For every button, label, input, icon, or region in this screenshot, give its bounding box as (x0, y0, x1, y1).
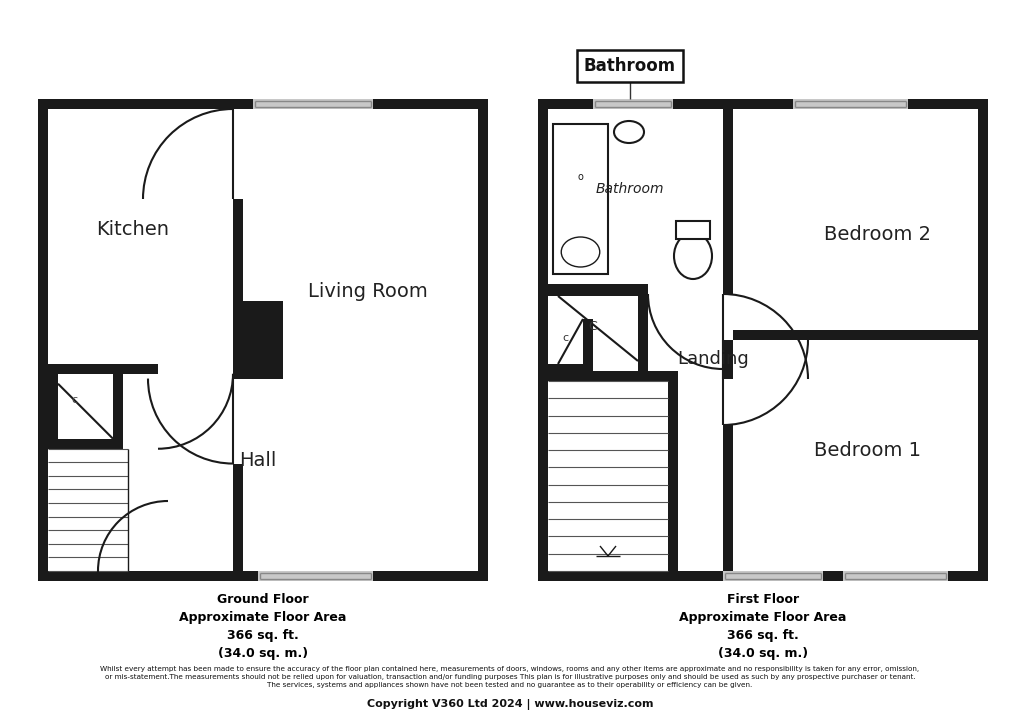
Bar (547, 371, 678, 381)
Text: c: c (561, 333, 568, 343)
Text: Bathroom: Bathroom (595, 182, 663, 196)
Bar (676, 221, 709, 239)
Bar (38, 571, 487, 581)
Text: Copyright V360 Ltd 2024 | www.houseviz.com: Copyright V360 Ltd 2024 | www.houseviz.c… (367, 699, 652, 710)
Bar (478, 99, 487, 581)
Bar (547, 364, 592, 374)
Bar (48, 363, 158, 373)
Bar (547, 286, 647, 296)
Bar (253, 99, 373, 109)
Bar (722, 571, 822, 581)
Bar (258, 571, 373, 581)
Text: Bedroom 1: Bedroom 1 (814, 441, 920, 461)
Bar (547, 284, 647, 294)
Bar (667, 381, 678, 571)
Bar (537, 571, 987, 581)
Bar (537, 99, 987, 109)
Text: Bedroom 2: Bedroom 2 (823, 224, 930, 244)
Text: c: c (71, 395, 77, 405)
Text: Ground Floor
Approximate Floor Area
366 sq. ft.
(34.0 sq. m.): Ground Floor Approximate Floor Area 366 … (179, 593, 346, 660)
Text: Living Room: Living Room (308, 283, 427, 301)
Bar (552, 124, 607, 274)
Bar (48, 373, 58, 448)
Ellipse shape (560, 237, 599, 267)
Text: First Floor
Approximate Floor Area
366 sq. ft.
(34.0 sq. m.): First Floor Approximate Floor Area 366 s… (679, 593, 846, 660)
Bar (113, 373, 123, 448)
Bar (232, 464, 243, 571)
Bar (842, 571, 947, 581)
Bar (38, 99, 48, 581)
Bar (722, 425, 733, 571)
Text: o: o (577, 172, 583, 182)
Text: C: C (588, 319, 597, 332)
Bar (792, 99, 907, 109)
Bar (583, 319, 592, 374)
Text: Hall: Hall (239, 451, 276, 471)
Text: Landing: Landing (677, 350, 748, 368)
Bar (977, 99, 987, 581)
Ellipse shape (613, 121, 643, 143)
Bar (637, 296, 647, 371)
Bar (232, 199, 243, 301)
Text: Kitchen: Kitchen (97, 220, 169, 239)
Bar (592, 99, 673, 109)
Bar (537, 99, 547, 581)
Bar (733, 330, 977, 340)
Bar (232, 301, 282, 379)
Ellipse shape (674, 233, 711, 279)
Bar (722, 340, 733, 379)
Bar (48, 439, 113, 448)
Text: Whilst every attempt has been made to ensure the accuracy of the floor plan cont: Whilst every attempt has been made to en… (100, 666, 919, 688)
Bar (722, 109, 733, 294)
Bar (38, 99, 487, 109)
Text: Bathroom: Bathroom (583, 57, 676, 75)
